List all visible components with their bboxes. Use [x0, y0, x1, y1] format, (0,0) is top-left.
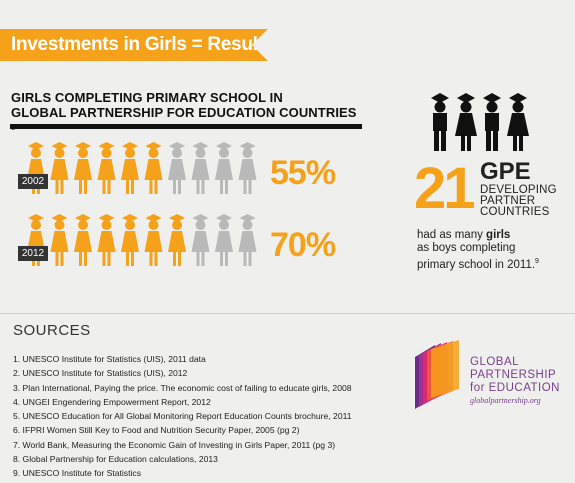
gpe-number: 21: [414, 156, 475, 221]
year-label: 2002: [18, 174, 48, 189]
source-item: 8. Global Partnership for Education calc…: [13, 454, 218, 465]
boy-graduate-icon: [431, 93, 449, 151]
logo-line-2: PARTNERSHIP: [470, 369, 557, 381]
graduate-icon-filled: [97, 142, 116, 194]
graduate-icon-filled: [97, 214, 116, 266]
graduate-icon-filled: [50, 142, 69, 194]
boys-girls-graduates-icon: [431, 93, 529, 151]
graduate-icon-filled: [121, 142, 139, 194]
graduate-icon-filled: [74, 142, 92, 194]
chart-title: GIRLS COMPLETING PRIMARY SCHOOL IN GLOBA…: [11, 90, 361, 138]
source-item: 7. World Bank, Measuring the Economic Ga…: [13, 439, 336, 450]
gpe-text-bold: girls: [486, 229, 511, 241]
source-item: 1. UNESCO Institute for Statistics (UIS)…: [13, 354, 206, 364]
gpe-text-1: had as many: [417, 229, 487, 241]
graduate-icon-empty: [191, 214, 210, 266]
year-label: 2012: [18, 246, 48, 261]
gpe-sub-2: PARTNER: [480, 195, 536, 207]
logo-line-3: for EDUCATION: [470, 382, 560, 394]
source-item: 6. IFPRI Women Still Key to Food and Nut…: [13, 425, 300, 436]
girl-graduate-icon: [507, 93, 529, 151]
source-item: 5. UNESCO Education for All Global Monit…: [13, 411, 352, 422]
title-banner: Investments in Girls = Results: [0, 29, 268, 61]
sources-title: SOURCES: [13, 322, 91, 339]
gpe-text-3: primary school in 2011.: [417, 258, 536, 271]
chart-row-2002: 2002 55%: [18, 140, 358, 198]
graduate-icon-filled: [168, 214, 186, 266]
percent-label: 55%: [270, 154, 336, 192]
banner-title: Investments in Girls = Results: [11, 34, 274, 55]
logo-text: GLOBAL PARTNERSHIP for EDUCATION globalp…: [470, 356, 570, 405]
source-item: 4. UNGEI Engendering Empowerment Report,…: [13, 396, 211, 407]
gpe-sub-1: DEVELOPING: [480, 184, 557, 196]
gpe-text-ref: 9: [535, 258, 539, 265]
book-logo-icon: [415, 340, 459, 409]
graduate-icons-2002: [27, 142, 257, 194]
source-item: 3. Plan International, Paying the price.…: [13, 382, 352, 393]
graduate-icon-empty: [168, 142, 186, 194]
graduate-icons-2012: [27, 214, 257, 266]
source-item: 9. UNESCO Institute for Statistics: [13, 468, 141, 479]
graduate-icon-filled: [144, 214, 163, 266]
gpe-sub-3: COUNTRIES: [480, 206, 550, 218]
graduate-icon-empty: [238, 142, 257, 194]
gpe-text-2: as boys completing: [417, 242, 516, 254]
source-item: 2. UNESCO Institute for Statistics (UIS)…: [13, 368, 188, 379]
sources-list: 1. UNESCO Institute for Statistics (UIS)…: [13, 352, 393, 481]
sources-divider: [0, 313, 575, 314]
graduate-icon-filled: [144, 142, 163, 194]
gpe-description: had as many girls as boys completing pri…: [417, 229, 557, 272]
boy-graduate-icon: [483, 93, 501, 151]
graduate-icon-filled: [74, 214, 92, 266]
graduate-icon-empty: [238, 214, 257, 266]
logo-url: globalpartnership.org: [470, 396, 541, 405]
chart-title-line1: GIRLS COMPLETING PRIMARY SCHOOL IN: [11, 90, 283, 105]
graduate-icon-empty: [191, 142, 210, 194]
graduate-icon-empty: [215, 214, 233, 266]
gpe-word: GPE: [480, 158, 531, 185]
graduate-icon-empty: [215, 142, 233, 194]
logo-line-1: GLOBAL: [470, 356, 520, 368]
graduate-icon-filled: [121, 214, 139, 266]
gpe-subtitle: DEVELOPING PARTNER COUNTRIES: [480, 184, 557, 218]
percent-label: 70%: [270, 226, 336, 264]
title-rule: [10, 124, 362, 129]
graduate-icon-filled: [50, 214, 69, 266]
chart-title-line2: GLOBAL PARTNERSHIP FOR EDUCATION COUNTRI…: [11, 105, 357, 120]
chart-row-2012: 2012 70%: [18, 212, 358, 270]
girl-graduate-icon: [455, 93, 477, 151]
